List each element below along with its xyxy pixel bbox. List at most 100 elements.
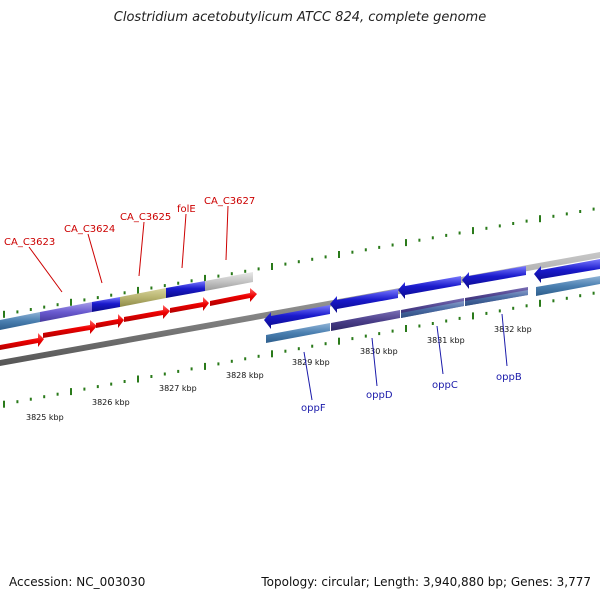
feature-bar-dark-purple-1[interactable]	[331, 310, 400, 331]
leader-line	[225, 205, 229, 261]
leader-line	[371, 337, 378, 387]
cds-arrow-reverse[interactable]	[264, 305, 330, 329]
cds-arrow-forward[interactable]	[170, 297, 209, 313]
minor-tick	[485, 226, 488, 230]
minor-tick	[297, 347, 300, 351]
tick-row-upper	[3, 207, 595, 318]
minor-tick	[163, 372, 166, 376]
minor-tick	[351, 337, 354, 341]
gene-label-ca-c3627[interactable]: CA_C3627	[204, 196, 255, 207]
cds-arrow-forward[interactable]	[210, 288, 257, 306]
major-tick	[472, 227, 474, 235]
minor-tick	[512, 306, 515, 310]
minor-tick	[150, 375, 153, 378]
minor-tick	[525, 219, 528, 223]
minor-tick	[230, 272, 233, 276]
scale-label: 3827 kbp	[159, 384, 197, 393]
minor-tick	[43, 305, 46, 309]
feature-track-bottom	[266, 276, 600, 343]
minor-tick	[364, 248, 367, 252]
minor-tick	[525, 304, 528, 308]
scale-label: 3831 kbp	[427, 336, 465, 345]
feature-track-top	[0, 272, 253, 330]
cds-arrow-reverse[interactable]	[462, 266, 526, 289]
scale-label: 3825 kbp	[26, 413, 64, 422]
cds-arrow-forward[interactable]	[96, 314, 124, 328]
cds-arrow-reverse[interactable]	[398, 276, 461, 299]
cds-arrow-reverse[interactable]	[534, 259, 600, 283]
cds-arrow-forward[interactable]	[124, 305, 170, 322]
accession-label: Accession: NC_003030	[9, 575, 146, 589]
minor-tick	[324, 255, 327, 259]
major-tick	[70, 388, 72, 396]
minor-tick	[16, 400, 19, 404]
minor-tick	[123, 291, 126, 295]
gene-label-fole[interactable]: folE	[177, 204, 196, 215]
minor-tick	[565, 296, 568, 300]
minor-tick	[257, 267, 260, 271]
minor-tick	[311, 257, 314, 261]
leader-line	[28, 246, 63, 293]
minor-tick	[190, 367, 193, 371]
minor-tick	[418, 324, 421, 328]
feature-bar-steel-3[interactable]	[401, 301, 464, 318]
minor-tick	[150, 286, 153, 290]
cds-arrow-forward[interactable]	[0, 333, 44, 350]
minor-tick	[431, 322, 434, 325]
gene-label-ca-c3623[interactable]: CA_C3623	[4, 237, 55, 248]
cds-arrow-forward[interactable]	[43, 320, 97, 338]
minor-tick	[378, 332, 381, 336]
minor-tick	[284, 349, 287, 353]
gene-labels-bottom: oppF oppD oppC oppB	[301, 313, 522, 414]
minor-tick	[378, 245, 381, 249]
scale-label: 3826 kbp	[92, 398, 130, 407]
minor-tick	[579, 210, 582, 213]
major-tick	[405, 239, 407, 247]
forward-cds-track	[0, 288, 257, 350]
minor-tick	[16, 310, 19, 314]
gene-label-ca-c3624[interactable]: CA_C3624	[64, 224, 115, 235]
gene-label-ca-c3625[interactable]: CA_C3625	[120, 212, 171, 223]
minor-tick	[83, 387, 86, 391]
feature-bar-blue-2[interactable]	[166, 281, 205, 298]
feature-bar-steel-4[interactable]	[465, 290, 528, 306]
minor-tick	[485, 311, 488, 315]
minor-tick	[565, 212, 568, 216]
minor-tick	[190, 279, 193, 283]
minor-tick	[177, 369, 180, 373]
feature-bar-steel-1[interactable]	[0, 312, 40, 330]
feature-bar-steel-2[interactable]	[266, 323, 330, 343]
cds-arrow-reverse[interactable]	[330, 289, 398, 313]
minor-tick	[257, 354, 260, 358]
minor-tick	[230, 359, 233, 363]
feature-bar-purple[interactable]	[40, 302, 92, 322]
map-title: Clostridium acetobutylicum ATCC 824, com…	[113, 10, 487, 25]
tick-layer: 3825 kbp 3826 kbp 3827 kbp 3828 kbp 3829 kbp…	[3, 207, 595, 422]
scale-label: 3830 kbp	[360, 347, 398, 356]
gene-label-oppf[interactable]: oppF	[301, 403, 326, 414]
minor-tick	[83, 298, 86, 302]
minor-tick	[43, 395, 46, 399]
leader-line	[87, 233, 103, 284]
minor-tick	[110, 382, 113, 386]
feature-bar-blue-1[interactable]	[92, 297, 120, 312]
gene-label-oppd[interactable]: oppD	[366, 390, 393, 401]
feature-bar-grey[interactable]	[205, 272, 253, 291]
major-tick	[539, 299, 541, 307]
tick-row-lower	[3, 291, 595, 408]
minor-tick	[244, 269, 247, 273]
major-tick	[3, 400, 5, 408]
minor-tick	[364, 334, 367, 338]
major-tick	[70, 298, 72, 306]
minor-tick	[297, 260, 300, 264]
feature-bar-olive[interactable]	[120, 288, 166, 307]
feature-bar-steel-5[interactable]	[536, 276, 600, 296]
gene-label-oppb[interactable]: oppB	[496, 372, 522, 383]
major-tick	[539, 215, 541, 223]
gene-label-oppc[interactable]: oppC	[432, 380, 458, 391]
major-tick	[271, 350, 273, 358]
minor-tick	[592, 207, 595, 211]
minor-tick	[163, 284, 166, 288]
minor-tick	[351, 250, 354, 254]
